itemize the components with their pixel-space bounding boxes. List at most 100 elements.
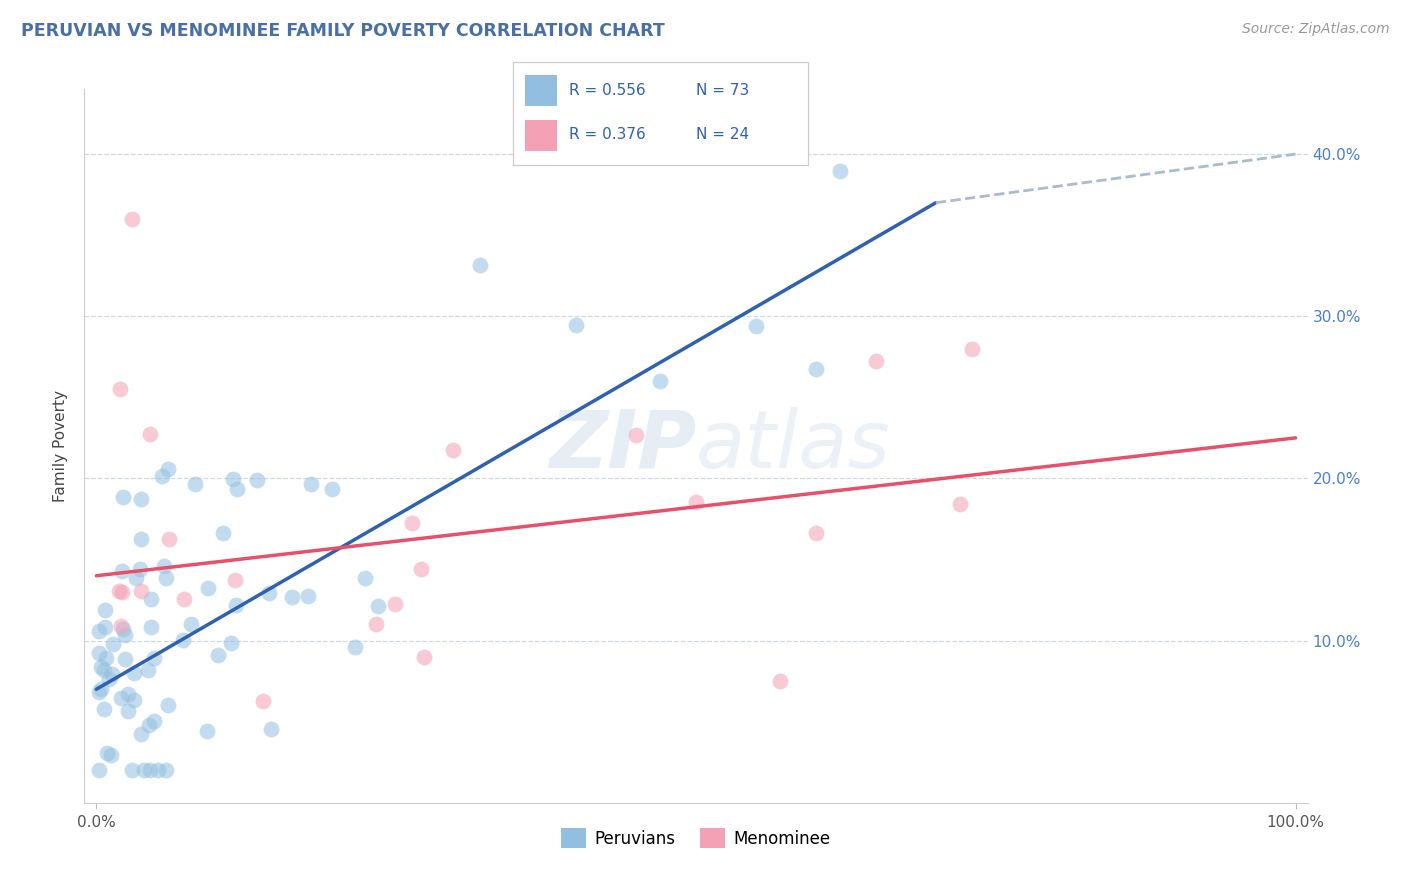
Point xyxy=(129,726,152,740)
Point xyxy=(367,599,389,613)
Point xyxy=(624,427,647,442)
Text: PERUVIAN VS MENOMINEE FAMILY POVERTY CORRELATION CHART: PERUVIAN VS MENOMINEE FAMILY POVERTY COR… xyxy=(21,22,665,40)
Point xyxy=(150,469,173,483)
Point xyxy=(252,694,274,708)
Point xyxy=(468,258,491,272)
Point xyxy=(121,764,143,778)
Point xyxy=(769,674,792,689)
Point xyxy=(354,571,377,585)
Point xyxy=(136,663,159,677)
Point xyxy=(107,584,129,599)
Point xyxy=(124,666,146,681)
Point xyxy=(141,592,163,607)
Point xyxy=(401,516,423,530)
Point xyxy=(222,472,245,486)
Point xyxy=(195,724,218,739)
Point xyxy=(173,591,195,606)
Point xyxy=(90,681,112,696)
Point xyxy=(246,473,269,487)
Point xyxy=(153,559,176,574)
Point xyxy=(124,693,146,707)
Point xyxy=(949,497,972,511)
Point xyxy=(110,691,132,706)
Point xyxy=(90,659,112,673)
Point xyxy=(129,492,152,507)
Point xyxy=(87,764,110,778)
Point xyxy=(259,723,281,737)
Point xyxy=(110,619,132,633)
Point xyxy=(344,640,367,655)
Point xyxy=(114,652,136,666)
Point xyxy=(197,581,219,595)
Point xyxy=(648,374,671,388)
Point xyxy=(413,649,436,664)
Text: atlas: atlas xyxy=(696,407,891,485)
Point xyxy=(97,673,120,687)
Point xyxy=(180,617,202,632)
Point xyxy=(212,525,235,540)
Point xyxy=(411,562,433,576)
FancyBboxPatch shape xyxy=(524,75,557,105)
Point xyxy=(128,562,150,576)
Point xyxy=(364,616,387,631)
Point xyxy=(281,590,304,604)
Point xyxy=(155,764,177,778)
Point xyxy=(111,490,134,504)
Point xyxy=(155,571,177,585)
Point xyxy=(138,717,160,731)
Point xyxy=(219,635,242,649)
Text: Source: ZipAtlas.com: Source: ZipAtlas.com xyxy=(1241,22,1389,37)
Point xyxy=(441,443,464,458)
Point xyxy=(297,589,319,603)
Point xyxy=(172,632,194,647)
Point xyxy=(225,598,247,612)
Point xyxy=(565,318,588,332)
Text: ZIP: ZIP xyxy=(548,407,696,485)
Point xyxy=(804,526,827,541)
Point xyxy=(139,764,162,778)
Point xyxy=(111,585,134,599)
Point xyxy=(93,620,115,634)
Point xyxy=(132,764,155,778)
FancyBboxPatch shape xyxy=(524,120,557,151)
Point xyxy=(384,597,406,611)
Point xyxy=(129,583,152,598)
Point xyxy=(157,698,180,712)
Point xyxy=(865,353,887,368)
Point xyxy=(94,602,117,616)
Point xyxy=(96,747,118,761)
Point xyxy=(299,477,322,491)
Point xyxy=(183,477,205,491)
Point xyxy=(139,620,162,634)
Point xyxy=(93,663,115,677)
Text: N = 73: N = 73 xyxy=(696,83,749,97)
Point xyxy=(745,318,768,333)
Y-axis label: Family Poverty: Family Poverty xyxy=(53,390,69,502)
Point xyxy=(143,714,166,728)
Point xyxy=(111,564,134,578)
Point xyxy=(93,701,115,715)
Text: N = 24: N = 24 xyxy=(696,127,749,142)
Legend: Peruvians, Menominee: Peruvians, Menominee xyxy=(554,822,838,855)
Point xyxy=(685,495,707,509)
Point xyxy=(100,748,122,763)
Point xyxy=(114,628,136,642)
Point xyxy=(129,532,152,546)
Point xyxy=(111,622,134,636)
Point xyxy=(121,211,143,226)
Text: R = 0.376: R = 0.376 xyxy=(569,127,645,142)
Point xyxy=(257,585,280,599)
Point xyxy=(87,624,110,638)
Point xyxy=(146,764,169,778)
Point xyxy=(125,571,148,585)
Point xyxy=(87,685,110,699)
Point xyxy=(139,427,162,442)
Point xyxy=(225,482,247,496)
Point xyxy=(101,667,124,681)
Point xyxy=(87,646,110,660)
Point xyxy=(101,637,124,651)
Text: R = 0.556: R = 0.556 xyxy=(569,83,645,97)
Point xyxy=(224,573,246,587)
Point xyxy=(157,533,180,547)
Point xyxy=(207,648,229,662)
